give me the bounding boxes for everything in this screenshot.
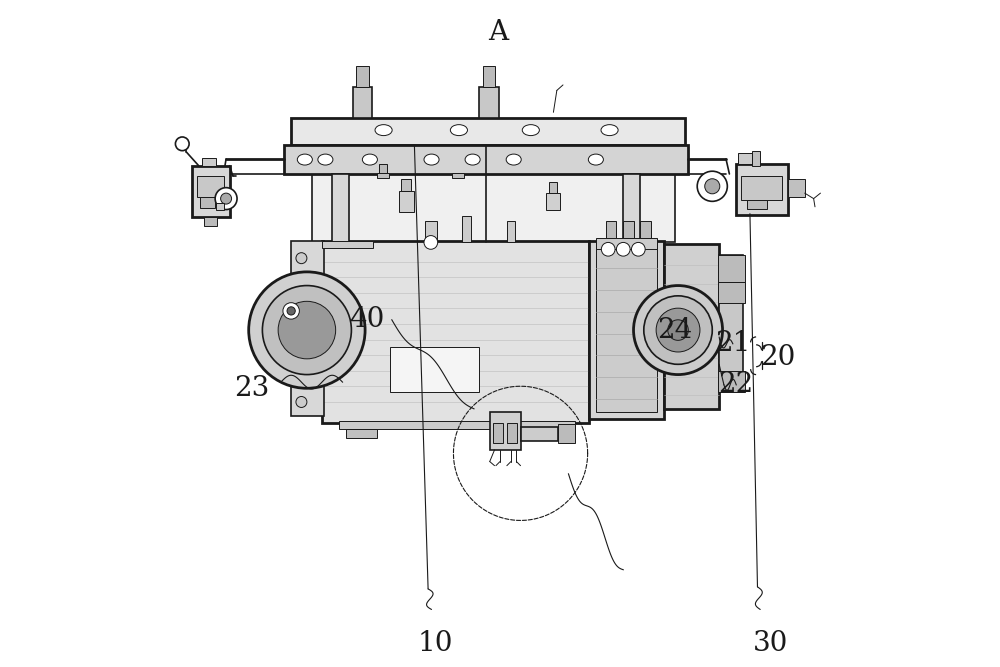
Bar (216, 203, 224, 210)
Circle shape (249, 272, 365, 388)
Bar (718, 371, 745, 392)
Circle shape (221, 193, 232, 204)
Circle shape (262, 285, 351, 375)
Circle shape (296, 396, 307, 408)
Text: 30: 30 (753, 630, 788, 657)
Circle shape (697, 171, 727, 201)
Ellipse shape (588, 154, 603, 165)
Bar (322, 241, 589, 422)
Bar (507, 422, 517, 443)
Circle shape (705, 179, 720, 194)
Circle shape (656, 308, 700, 352)
Bar (747, 200, 767, 209)
Bar (452, 173, 464, 178)
Bar (589, 241, 664, 419)
Bar (425, 221, 437, 242)
Bar (490, 412, 521, 450)
Text: 22: 22 (719, 372, 754, 398)
Bar (479, 87, 499, 118)
Text: 20: 20 (760, 344, 795, 371)
Bar (558, 424, 575, 443)
Bar (493, 422, 503, 443)
Circle shape (278, 301, 336, 359)
Bar (339, 421, 575, 430)
Bar (705, 181, 719, 189)
Bar (507, 221, 515, 242)
Ellipse shape (522, 125, 539, 135)
Circle shape (631, 242, 645, 256)
Bar (738, 153, 752, 163)
Text: 10: 10 (417, 630, 453, 657)
Circle shape (668, 319, 688, 340)
Circle shape (601, 242, 615, 256)
Bar (741, 176, 782, 200)
Bar (312, 145, 675, 242)
Ellipse shape (601, 125, 618, 135)
Circle shape (424, 235, 438, 249)
Text: A: A (488, 19, 508, 46)
Bar (736, 163, 788, 215)
Circle shape (644, 296, 712, 364)
Circle shape (634, 285, 723, 375)
Bar (462, 216, 471, 242)
Bar (718, 255, 745, 282)
Text: 24: 24 (657, 317, 692, 344)
Bar (596, 238, 657, 249)
Bar (664, 245, 719, 409)
Ellipse shape (465, 154, 480, 165)
Ellipse shape (362, 154, 377, 165)
Bar (718, 282, 745, 303)
Bar (356, 67, 369, 87)
Bar (377, 173, 389, 178)
Circle shape (296, 253, 307, 263)
Bar (534, 430, 565, 438)
Circle shape (287, 307, 295, 315)
Ellipse shape (506, 154, 521, 165)
Bar (202, 157, 216, 165)
Bar (192, 165, 230, 217)
Bar (346, 430, 377, 438)
Bar (546, 193, 560, 210)
Circle shape (616, 242, 630, 256)
Bar (752, 151, 760, 165)
Bar (204, 217, 217, 226)
Text: 40: 40 (349, 306, 384, 334)
Bar (521, 428, 558, 441)
Bar (291, 118, 685, 145)
Bar (719, 255, 743, 392)
Bar (379, 164, 387, 173)
Bar (788, 179, 805, 197)
Ellipse shape (318, 154, 333, 165)
Ellipse shape (424, 154, 439, 165)
Bar (606, 221, 616, 238)
Ellipse shape (297, 154, 312, 165)
Bar (596, 248, 657, 412)
Bar (291, 241, 324, 416)
Bar (322, 241, 373, 248)
Bar (623, 174, 640, 242)
Circle shape (175, 137, 189, 151)
Bar (353, 87, 372, 118)
Ellipse shape (450, 125, 467, 135)
Bar (197, 176, 224, 197)
Bar (483, 67, 495, 87)
Bar (399, 191, 414, 211)
Bar (390, 348, 479, 392)
Bar (284, 145, 688, 174)
Bar (623, 221, 634, 238)
Bar (200, 197, 215, 208)
Bar (549, 182, 557, 193)
Bar (332, 174, 349, 242)
Ellipse shape (375, 125, 392, 135)
Circle shape (215, 187, 237, 209)
Text: 21: 21 (715, 330, 751, 358)
Bar (640, 221, 651, 238)
Text: 23: 23 (234, 375, 270, 402)
Bar (401, 179, 411, 191)
Circle shape (283, 303, 299, 319)
